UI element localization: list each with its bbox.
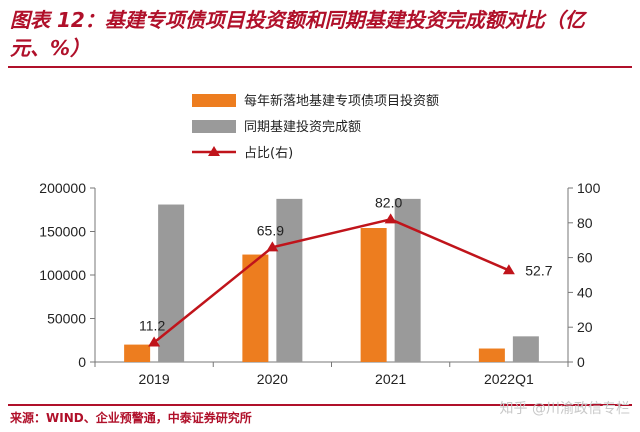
y-right-tick-label: 60 <box>577 250 593 266</box>
bar-completed-investment <box>276 198 303 362</box>
source-divider <box>8 404 632 406</box>
ratio-data-label: 52.7 <box>525 262 552 278</box>
legend-label-special-bond: 每年新落地基建专项债项目投资额 <box>244 93 439 109</box>
source-note: 来源：WIND、企业预警通，中泰证券研究所 <box>10 411 252 425</box>
bar-special-bond <box>360 228 387 362</box>
legend-label-completed: 同期基建投资完成额 <box>244 119 361 135</box>
legend-swatch-ratio-marker <box>208 146 220 156</box>
title-divider <box>8 66 632 68</box>
legend-swatch-special-bond <box>192 94 236 107</box>
title-line-1: 图表 12：基建专项债项目投资额和同期基建投资完成额对比（亿 <box>10 8 585 32</box>
ratio-line-group: 11.2 65.9 82.0 52.7 <box>139 194 553 347</box>
watermark: 知乎 @川渝政信专栏 <box>499 401 630 417</box>
bar-special-bond <box>124 344 151 362</box>
x-tick-label: 2021 <box>375 371 406 387</box>
bars <box>124 198 539 362</box>
y-left-tick-label: 150000 <box>39 224 86 240</box>
title-line-2: 元、%） <box>10 36 91 60</box>
ratio-marker <box>384 213 397 224</box>
chart-title: 图表 12：基建专项债项目投资额和同期基建投资完成额对比（亿 元、%） <box>10 6 630 62</box>
y-left-tick-label: 50000 <box>47 311 86 327</box>
y-left-tick-label: 0 <box>78 354 86 370</box>
bar-special-bond <box>242 254 269 362</box>
ratio-data-label: 65.9 <box>257 222 284 238</box>
x-tick-label: 2019 <box>139 371 170 387</box>
ratio-marker <box>266 241 279 252</box>
y-right-tick-label: 40 <box>577 284 593 300</box>
ratio-marker <box>502 264 515 275</box>
ratio-data-label: 82.0 <box>375 194 402 210</box>
ratio-data-label: 11.2 <box>139 318 165 334</box>
y-left-tick-label: 100000 <box>39 267 86 283</box>
y-right-tick-label: 100 <box>577 180 601 196</box>
bar-special-bond <box>478 348 505 362</box>
ratio-line <box>153 218 510 344</box>
x-tick-label: 2022Q1 <box>484 371 534 387</box>
ratio-marker <box>148 336 161 347</box>
legend-swatch-completed <box>192 120 236 133</box>
y-right-tick-label: 20 <box>577 319 593 335</box>
y-right-tick-label: 80 <box>577 215 593 231</box>
legend-label-ratio: 占比(右) <box>244 146 293 161</box>
y-right-tick-label: 0 <box>577 354 585 370</box>
bar-completed-investment <box>158 204 185 362</box>
y-left-tick-label: 200000 <box>39 180 86 196</box>
bar-completed-investment <box>512 336 539 362</box>
x-tick-label: 2020 <box>257 371 288 387</box>
